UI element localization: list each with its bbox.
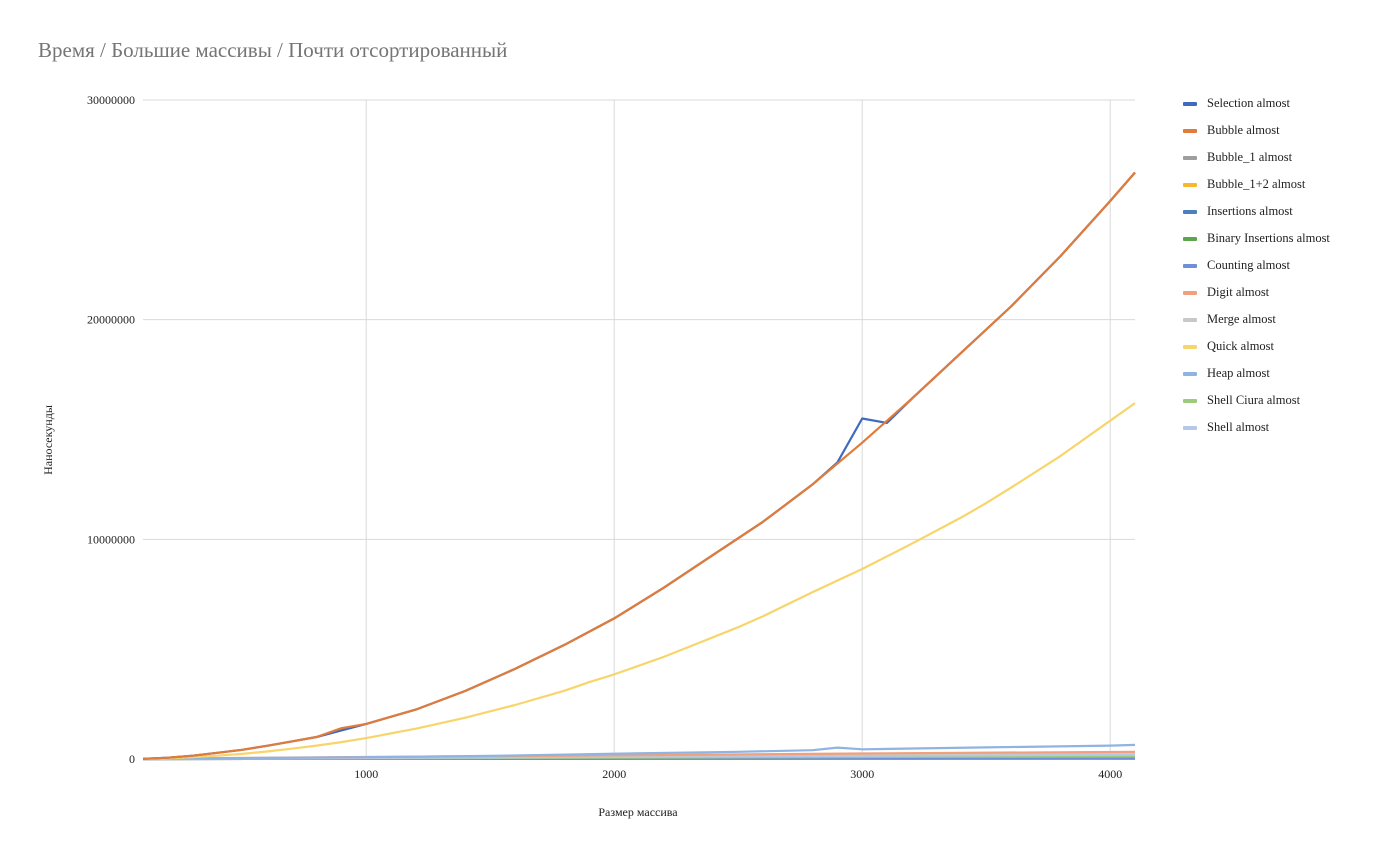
x-tick-label: 3000 — [850, 767, 874, 781]
series-line-heap-almost — [142, 743, 1136, 760]
legend-label: Shell almost — [1207, 420, 1270, 434]
legend-label: Merge almost — [1207, 312, 1276, 326]
legend-swatch — [1183, 128, 1197, 133]
x-tick-label: 4000 — [1098, 767, 1122, 781]
x-tick-label: 1000 — [354, 767, 378, 781]
legend-item: Merge almost — [1183, 306, 1330, 333]
legend-item: Selection almost — [1183, 90, 1330, 117]
legend-label: Selection almost — [1207, 96, 1290, 110]
legend-label: Quick almost — [1207, 339, 1275, 353]
legend-swatch — [1183, 425, 1197, 430]
y-tick-label: 20000000 — [87, 313, 135, 327]
y-tick-label: 10000000 — [87, 532, 135, 546]
y-tick-label: 30000000 — [87, 93, 135, 107]
legend-label: Insertions almost — [1207, 204, 1293, 218]
legend-label: Binary Insertions almost — [1207, 231, 1330, 245]
legend-item: Quick almost — [1183, 333, 1330, 360]
series-line-quick-almost — [142, 402, 1136, 761]
legend-swatch — [1183, 317, 1197, 322]
legend-item: Insertions almost — [1183, 198, 1330, 225]
legend-swatch — [1183, 263, 1197, 268]
legend-swatch — [1183, 290, 1197, 295]
x-tick-label: 2000 — [602, 767, 626, 781]
legend-swatch — [1183, 371, 1197, 376]
legend-label: Digit almost — [1207, 285, 1270, 299]
tick-labels: 0 10000000 20000000 30000000 1000 2000 3000 400… — [87, 93, 1122, 781]
x-axis-title: Размер массива — [598, 805, 678, 819]
legend-item: Digit almost — [1183, 279, 1330, 306]
legend-label: Bubble_1+2 almost — [1207, 177, 1306, 191]
legend-label: Heap almost — [1207, 366, 1270, 380]
legend-label: Bubble_1 almost — [1207, 150, 1293, 164]
legend-swatch — [1183, 155, 1197, 160]
legend-item: Bubble almost — [1183, 117, 1330, 144]
y-tick-label: 0 — [129, 752, 135, 766]
legend-item: Bubble_1+2 almost — [1183, 171, 1330, 198]
legend-item: Binary Insertions almost — [1183, 225, 1330, 252]
chart-title: Время / Большие массивы / Почти отсортир… — [38, 38, 508, 62]
legend-label: Shell Ciura almost — [1207, 393, 1301, 407]
legend: Selection almost Bubble almost Bubble_1 al… — [1183, 90, 1330, 441]
legend-swatch — [1183, 398, 1197, 403]
series-line-selection-almost — [142, 171, 1136, 760]
legend-label: Counting almost — [1207, 258, 1290, 272]
legend-item: Shell almost — [1183, 414, 1330, 441]
legend-item: Counting almost — [1183, 252, 1330, 279]
legend-swatch — [1183, 209, 1197, 214]
legend-item: Bubble_1 almost — [1183, 144, 1330, 171]
legend-label: Bubble almost — [1207, 123, 1280, 137]
legend-swatch — [1183, 236, 1197, 241]
legend-item: Heap almost — [1183, 360, 1330, 387]
gridlines — [143, 99, 1135, 760]
series-line-bubble-almost — [142, 171, 1136, 760]
series-lines — [142, 171, 1136, 761]
legend-swatch — [1183, 344, 1197, 349]
y-axis-title: Наносекунды — [41, 405, 55, 475]
legend-swatch — [1183, 182, 1197, 187]
legend-swatch — [1183, 101, 1197, 106]
legend-item: Shell Ciura almost — [1183, 387, 1330, 414]
